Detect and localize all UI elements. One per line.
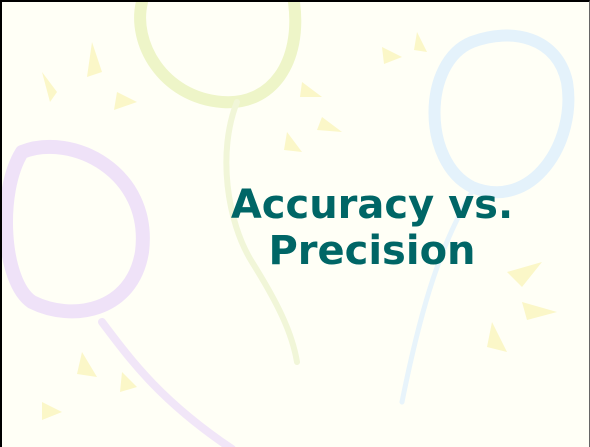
balloon xyxy=(140,2,295,102)
balloon xyxy=(435,35,569,192)
balloon xyxy=(6,147,143,311)
slide: Accuracy vs. Precision xyxy=(0,0,590,447)
slide-title: Accuracy vs. Precision xyxy=(202,182,542,274)
